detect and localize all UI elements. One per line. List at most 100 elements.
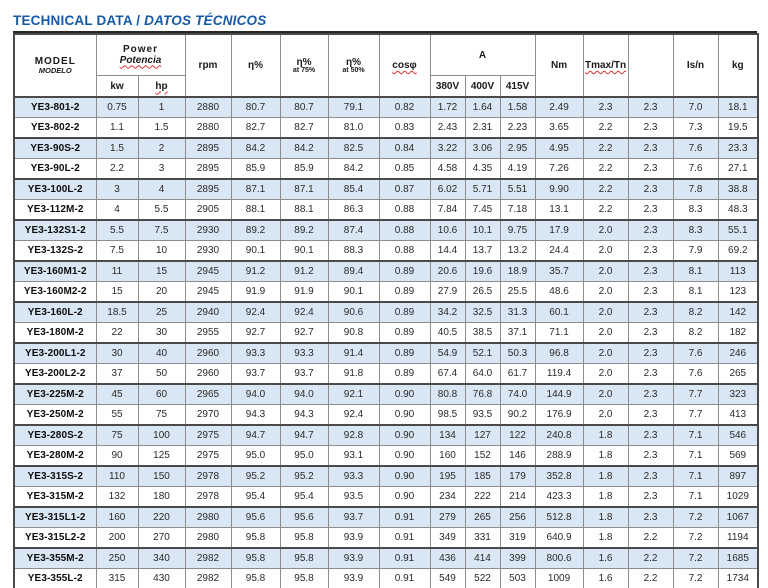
rpm-cell: 2970 — [184, 404, 232, 426]
rpm-cell: 2895 — [184, 137, 232, 159]
col-header-model: MODEL MODELO — [13, 33, 97, 98]
kw-cell: 75 — [95, 424, 139, 446]
a-415v-cell: 146 — [499, 445, 536, 467]
nm-cell: 352.8 — [534, 465, 584, 487]
nm-cell: 7.26 — [534, 158, 584, 180]
a-380v-cell: 234 — [429, 486, 466, 508]
is-n-cell: 7.1 — [672, 486, 719, 508]
kg-cell: 55.1 — [717, 219, 759, 241]
model-cell: YE3-315L1-2 — [13, 506, 97, 528]
col-header-hp: hp — [137, 75, 186, 98]
eta-75-cell: 93.3 — [279, 342, 329, 364]
a-415v-cell: 256 — [499, 506, 536, 528]
eta-50-cell: 90.6 — [327, 301, 380, 323]
cos-phi-cell: 0.89 — [378, 301, 431, 323]
nm-cell: 119.4 — [534, 363, 584, 385]
kw-cell: 55 — [95, 404, 139, 426]
nm-cell: 17.9 — [534, 219, 584, 241]
model-cell: YE3-355L-2 — [13, 568, 97, 588]
cos-phi-cell: 0.90 — [378, 465, 431, 487]
nm-cell: 24.4 — [534, 240, 584, 262]
a-380v-cell: 134 — [429, 424, 466, 446]
model-cell: YE3-225M-2 — [13, 383, 97, 405]
cos-phi-cell: 0.88 — [378, 219, 431, 241]
eta-75-cell: 90.1 — [279, 240, 329, 262]
kw-cell: 132 — [95, 486, 139, 508]
eta-75-cell: 95.6 — [279, 506, 329, 528]
hp-cell: 430 — [137, 568, 186, 588]
a-400v-cell: 10.1 — [464, 219, 501, 241]
eta-cell: 91.9 — [230, 281, 281, 303]
tmax-tn-cell: 1.8 — [582, 445, 629, 467]
rpm-cell: 2905 — [184, 199, 232, 221]
unlabeled-cell: 2.3 — [627, 96, 674, 118]
kw-cell: 15 — [95, 281, 139, 303]
a-415v-cell: 13.2 — [499, 240, 536, 262]
kw-cell: 1.1 — [95, 117, 139, 139]
unlabeled-cell: 2.3 — [627, 465, 674, 487]
kw-cell: 18.5 — [95, 301, 139, 323]
eta-75-cell: 89.2 — [279, 219, 329, 241]
model-cell: YE3-200L2-2 — [13, 363, 97, 385]
col-header-400v: 400V — [464, 75, 501, 98]
a-415v-cell: 50.3 — [499, 342, 536, 364]
cos-phi-cell: 0.89 — [378, 260, 431, 282]
eta-75-cell: 93.7 — [279, 363, 329, 385]
a-400v-cell: 5.71 — [464, 178, 501, 200]
is-n-cell: 7.0 — [672, 96, 719, 118]
table-row: YE3-200L2-2 37 50 2960 93.7 93.7 91.8 0.89 67.4 6… — [13, 363, 759, 385]
kg-cell: 413 — [717, 404, 759, 426]
hp-cell: 75 — [137, 404, 186, 426]
rpm-cell: 2895 — [184, 158, 232, 180]
hp-cell: 60 — [137, 383, 186, 405]
kw-cell: 4 — [95, 199, 139, 221]
hp-cell: 270 — [137, 527, 186, 549]
eta-75-cell: 84.2 — [279, 137, 329, 159]
a-380v-cell: 40.5 — [429, 322, 466, 344]
eta-50-cell: 93.9 — [327, 527, 380, 549]
hp-cell: 125 — [137, 445, 186, 467]
eta-50-cell: 82.5 — [327, 137, 380, 159]
kw-cell: 3 — [95, 178, 139, 200]
tmax-tn-cell: 2.0 — [582, 219, 629, 241]
unlabeled-cell: 2.3 — [627, 322, 674, 344]
tmax-tn-cell: 2.0 — [582, 240, 629, 262]
table-row: YE3-100L-2 3 4 2895 87.1 87.1 85.4 0.87 6.02 5.71… — [13, 178, 759, 200]
hp-cell: 4 — [137, 178, 186, 200]
eta-75-cell: 88.1 — [279, 199, 329, 221]
eta-50-cell: 93.7 — [327, 506, 380, 528]
nm-cell: 800.6 — [534, 547, 584, 569]
is-n-cell: 7.1 — [672, 465, 719, 487]
a-400v-cell: 1.64 — [464, 96, 501, 118]
a-415v-cell: 2.23 — [499, 117, 536, 139]
a-400v-cell: 4.35 — [464, 158, 501, 180]
kw-cell: 5.5 — [95, 219, 139, 241]
eta-cell: 91.2 — [230, 260, 281, 282]
unlabeled-cell: 2.3 — [627, 301, 674, 323]
tmax-tn-cell: 1.6 — [582, 547, 629, 569]
cos-phi-cell: 0.90 — [378, 383, 431, 405]
a-415v-cell: 9.75 — [499, 219, 536, 241]
cos-phi-cell: 0.91 — [378, 506, 431, 528]
kw-cell: 37 — [95, 363, 139, 385]
table-row: YE3-180M-2 22 30 2955 92.7 92.7 90.8 0.89 40.5 38… — [13, 322, 759, 344]
eta-75-cell: 95.8 — [279, 547, 329, 569]
is-n-cell: 7.2 — [672, 568, 719, 588]
cos-phi-cell: 0.83 — [378, 117, 431, 139]
nm-cell: 96.8 — [534, 342, 584, 364]
tmax-tn-cell: 2.2 — [582, 158, 629, 180]
model-cell: YE3-315M-2 — [13, 486, 97, 508]
eta-50-cell: 91.4 — [327, 342, 380, 364]
is-n-cell: 8.3 — [672, 199, 719, 221]
eta-50-cell: 93.1 — [327, 445, 380, 467]
tmax-tn-cell: 2.2 — [582, 137, 629, 159]
unlabeled-cell: 2.3 — [627, 404, 674, 426]
unlabeled-cell: 2.3 — [627, 363, 674, 385]
kg-cell: 569 — [717, 445, 759, 467]
model-cell: YE3-355M-2 — [13, 547, 97, 569]
rpm-cell: 2980 — [184, 506, 232, 528]
rpm-cell: 2982 — [184, 568, 232, 588]
a-400v-cell: 52.1 — [464, 342, 501, 364]
col-header-eta-75: η% at 75% — [279, 33, 329, 98]
a-380v-cell: 549 — [429, 568, 466, 588]
